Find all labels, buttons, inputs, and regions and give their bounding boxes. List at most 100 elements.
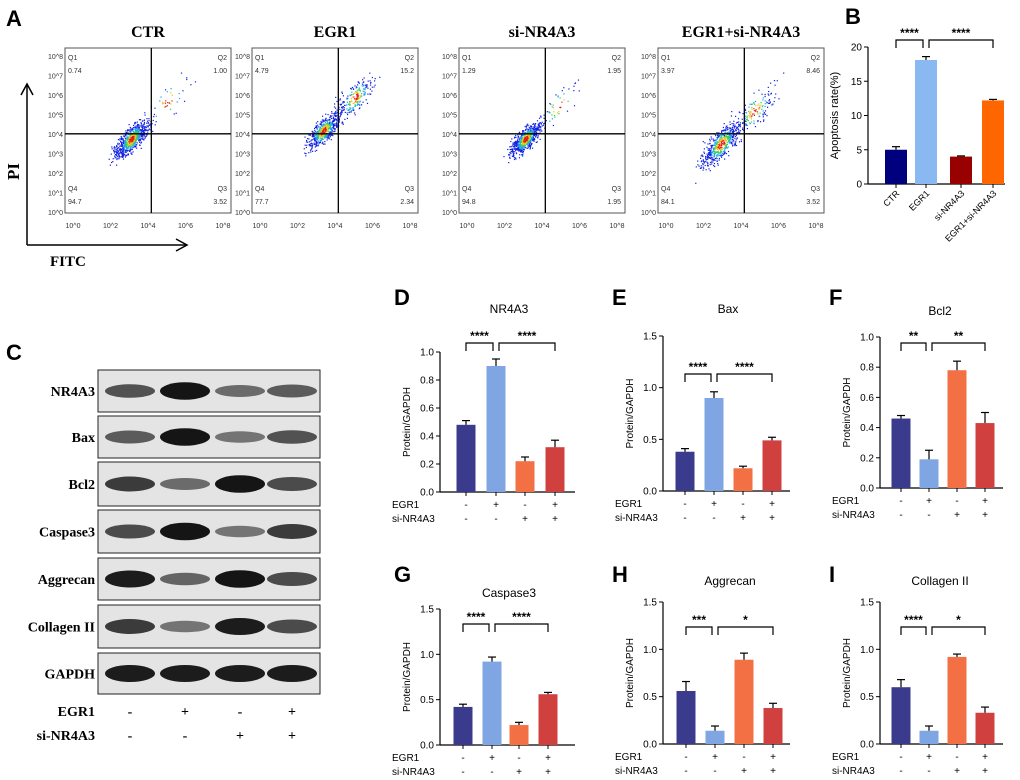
event-dot [729, 139, 731, 141]
event-dot [567, 100, 569, 102]
event-dot [518, 157, 520, 159]
event-dot [354, 101, 356, 103]
event-dot [366, 86, 368, 88]
event-dot [748, 110, 750, 112]
event-dot [534, 124, 536, 126]
event-dot [519, 143, 521, 145]
event-dot [529, 132, 531, 134]
event-dot [521, 140, 523, 142]
event-dot [530, 141, 532, 143]
event-dot [729, 123, 731, 126]
event-dot [311, 135, 313, 137]
event-dot [138, 119, 141, 121]
event-dot [311, 139, 313, 141]
protein-band [105, 570, 155, 588]
event-dot [768, 94, 770, 96]
event-dot [143, 139, 145, 141]
event-dot [316, 138, 318, 140]
q2-value: 1.00 [213, 68, 227, 75]
event-dot [731, 123, 733, 125]
event-dot [359, 101, 361, 103]
significance-label: ** [909, 329, 919, 343]
event-dot [521, 151, 523, 153]
event-dot [336, 120, 338, 122]
event-dot [532, 128, 534, 130]
event-dot [363, 85, 365, 87]
event-dot [712, 144, 714, 147]
event-dot [359, 100, 361, 102]
event-dot [750, 111, 752, 113]
x-tick-label: 10^2 [696, 223, 711, 230]
event-dot [738, 123, 740, 125]
event-dot [178, 93, 180, 95]
event-dot [724, 151, 726, 153]
y-tick-label: 10^2 [442, 171, 457, 178]
event-dot [374, 84, 376, 86]
event-dot [533, 129, 535, 131]
event-dot [736, 138, 738, 140]
event-dot [167, 102, 169, 104]
event-dot [735, 139, 737, 141]
event-dot [134, 131, 136, 133]
event-dot [753, 101, 755, 103]
event-dot [131, 138, 133, 140]
y-tick-label: 0.2 [860, 453, 874, 464]
significance-label: **** [512, 610, 531, 624]
event-dot [305, 153, 307, 155]
event-dot [131, 149, 133, 151]
event-dot [521, 145, 523, 147]
event-dot [525, 125, 528, 127]
event-dot [345, 105, 347, 107]
event-dot [763, 119, 765, 121]
bar [675, 451, 695, 491]
event-dot [703, 152, 706, 154]
event-dot [335, 112, 338, 114]
event-dot [536, 131, 538, 133]
event-dot [524, 139, 526, 141]
event-dot [324, 128, 326, 131]
event-dot [512, 144, 514, 146]
event-dot [517, 147, 519, 149]
event-dot [319, 123, 321, 125]
event-dot [317, 134, 319, 136]
event-dot [115, 147, 117, 149]
bar [915, 60, 937, 184]
event-dot [518, 145, 520, 147]
event-dot [515, 149, 517, 151]
event-dot [358, 87, 360, 89]
x-tick-label: 10^0 [659, 223, 674, 230]
condition-label: EGR1 [58, 705, 95, 720]
event-dot [356, 104, 358, 106]
event-dot [751, 103, 753, 105]
event-dot [783, 72, 785, 74]
event-dot [360, 93, 363, 95]
event-dot [536, 120, 539, 122]
event-dot [527, 135, 529, 137]
x-tick-label: 10^6 [572, 223, 587, 230]
event-dot [148, 120, 150, 122]
event-dot [133, 144, 135, 146]
event-dot [126, 146, 128, 148]
event-dot [130, 147, 132, 149]
event-dot [133, 142, 135, 144]
condition-label: si-NR4A3 [392, 514, 435, 525]
event-dot [727, 136, 730, 138]
y-tick-label: 0.0 [420, 488, 434, 499]
event-dot [144, 135, 146, 137]
event-dot [327, 123, 329, 125]
event-dot [324, 135, 326, 137]
event-dot [121, 148, 123, 150]
event-dot [358, 82, 360, 84]
event-dot [118, 157, 120, 159]
event-dot [133, 130, 135, 133]
event-dot [129, 130, 131, 132]
event-dot [354, 92, 356, 94]
event-dot [735, 122, 738, 124]
event-dot [766, 102, 768, 104]
event-dot [366, 85, 368, 87]
event-dot [146, 118, 148, 120]
event-dot [720, 154, 722, 156]
event-dot [538, 124, 540, 126]
condition-sign: + [770, 752, 776, 763]
